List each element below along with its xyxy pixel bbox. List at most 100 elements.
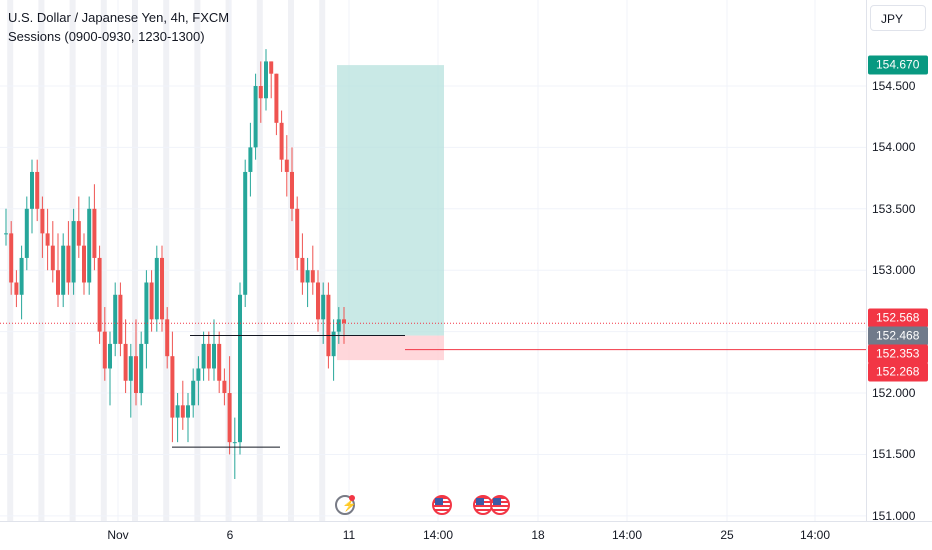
candle-body — [14, 282, 19, 295]
candle-body — [227, 393, 232, 443]
candle-body — [180, 405, 185, 418]
candle-body — [76, 221, 81, 246]
candle-body — [160, 257, 164, 320]
candle-body — [212, 343, 216, 369]
stop-loss-zone — [337, 335, 444, 361]
price-axis-label: 154.670 — [868, 55, 928, 75]
candle-body — [154, 257, 159, 320]
candle-body — [175, 405, 180, 418]
currency-selector-button[interactable]: JPY — [870, 5, 926, 31]
candle-body — [149, 282, 154, 320]
candle-body — [274, 73, 279, 123]
candle-body — [206, 343, 211, 369]
candle-body — [290, 171, 294, 209]
candle-body — [165, 319, 170, 357]
time-scale-border — [0, 521, 932, 522]
time-tick-label: 18 — [531, 528, 545, 542]
candle-body — [336, 319, 341, 332]
candle-body — [186, 405, 190, 418]
price-scale-border — [866, 0, 867, 522]
price-tick-label: 153.000 — [872, 263, 916, 278]
candle-body — [258, 85, 263, 99]
symbol-title[interactable]: U.S. Dollar / Japanese Yen, 4h, FXCM — [8, 10, 230, 25]
candle-body — [222, 380, 227, 394]
price-tick-label: 154.000 — [872, 140, 916, 155]
time-tick-label: 11 — [342, 528, 356, 542]
candle-body — [253, 85, 258, 148]
candle-body — [170, 356, 175, 418]
candle-body — [284, 159, 289, 172]
candle-body — [342, 319, 346, 324]
candle-body — [300, 257, 305, 283]
candle-body — [19, 257, 24, 295]
candle-body — [316, 282, 320, 320]
candle-body — [82, 245, 86, 283]
time-tick-label: Nov — [107, 528, 129, 542]
sessions-indicator-label[interactable]: Sessions (0900-0930, 1230-1300) — [8, 29, 205, 44]
candlestick-series — [4, 49, 346, 480]
candle-body — [92, 208, 97, 258]
candle-body — [248, 147, 253, 172]
candle-body — [295, 208, 300, 258]
candle-body — [71, 221, 76, 283]
session-band — [256, 0, 263, 521]
candle-body — [118, 294, 123, 344]
candle-body — [279, 122, 284, 160]
session-band — [163, 0, 170, 521]
time-tick-label: 25 — [720, 528, 734, 542]
long-position-tool — [337, 65, 444, 361]
candle-body — [191, 380, 196, 406]
flash-event-icon[interactable]: ⚡ — [335, 495, 357, 515]
session-band — [225, 0, 232, 521]
candle-body — [134, 356, 138, 394]
candle-body — [217, 343, 222, 381]
time-tick-label: 6 — [226, 528, 234, 542]
candle-body — [128, 356, 133, 381]
us-flag-icon[interactable] — [432, 495, 452, 515]
candle-body — [108, 343, 112, 369]
candle-body — [4, 233, 8, 235]
candle-body — [45, 233, 50, 246]
candle-body — [196, 368, 201, 381]
candle-body — [238, 294, 242, 443]
candle-body — [201, 343, 206, 369]
candle-body — [102, 331, 107, 369]
time-tick-label: 14:00 — [799, 528, 831, 542]
session-band — [319, 0, 326, 521]
candle-body — [30, 171, 34, 209]
candle-body — [61, 245, 66, 295]
price-axis-label: 152.353 — [868, 344, 928, 364]
candle-body — [243, 171, 248, 295]
price-axis-label: 152.468 — [868, 326, 928, 346]
candle-body — [123, 343, 128, 381]
chart-legend: U.S. Dollar / Japanese Yen, 4h, FXCM Ses… — [8, 8, 229, 46]
candle-body — [331, 331, 336, 357]
price-axis-label: 152.568 — [868, 308, 928, 328]
price-tick-label: 152.000 — [872, 386, 916, 401]
candle-body — [66, 245, 71, 283]
price-tick-label: 153.500 — [872, 201, 916, 216]
candle-body — [139, 343, 144, 394]
candle-body — [232, 442, 237, 444]
candle-body — [305, 270, 310, 283]
candle-body — [9, 233, 14, 283]
candle-body — [310, 270, 315, 283]
candle-body — [87, 208, 92, 283]
time-tick-label: 14:00 — [422, 528, 454, 542]
time-tick-label: 14:00 — [611, 528, 643, 542]
candle-body — [50, 245, 55, 271]
session-band — [194, 0, 201, 521]
price-axis-label: 152.268 — [868, 362, 928, 382]
candle-body — [113, 294, 118, 344]
candle-body — [40, 208, 45, 234]
price-tick-label: 154.500 — [872, 78, 916, 93]
price-tick-label: 151.500 — [872, 447, 916, 462]
candle-body — [326, 294, 331, 357]
us-flag-icon[interactable] — [490, 495, 510, 515]
session-band — [132, 0, 138, 521]
candle-body — [97, 257, 102, 332]
candle-body — [144, 282, 149, 344]
horizontal-lines — [0, 322, 866, 448]
session-band — [288, 0, 294, 521]
